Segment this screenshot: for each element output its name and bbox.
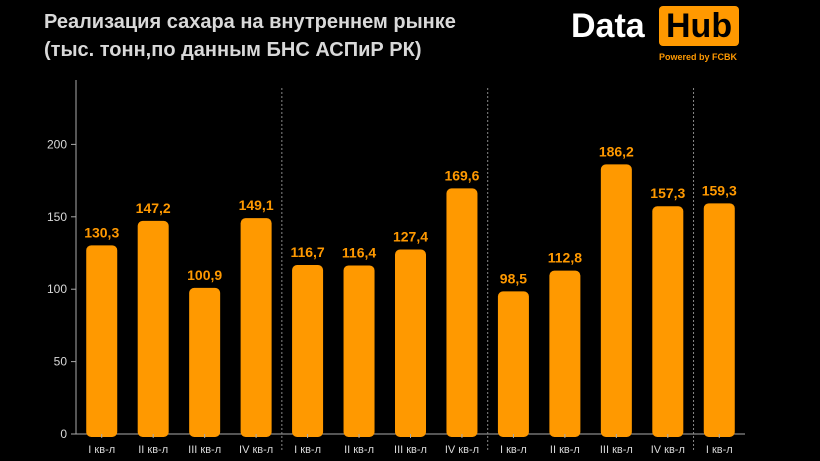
bar	[549, 270, 581, 437]
bar	[343, 265, 375, 437]
bar	[189, 287, 221, 437]
bar	[703, 203, 735, 437]
x-category-label: I кв-л	[88, 444, 115, 456]
bar-value-label: 127,4	[393, 229, 428, 245]
logo-powered-by: Powered by FCBK	[659, 52, 738, 62]
bar-value-label: 149,1	[239, 197, 274, 213]
bar-value-label: 186,2	[599, 143, 634, 159]
bar-value-label: 100,9	[187, 267, 222, 283]
chart-title-block: Реализация сахара на внутреннем рынке (т…	[44, 8, 456, 64]
bar-value-label: 147,2	[136, 200, 171, 216]
bar	[240, 218, 272, 437]
bar-value-label: 130,3	[84, 224, 119, 240]
x-category-label: I кв-л	[706, 444, 733, 456]
x-category-label: IV кв-л	[239, 444, 273, 456]
bar-value-label: 169,6	[444, 167, 479, 183]
bar	[395, 249, 426, 437]
y-tick-label: 150	[47, 210, 67, 224]
x-category-label: II кв-л	[344, 444, 374, 456]
bar	[497, 291, 529, 437]
x-category-label: II кв-л	[550, 444, 580, 456]
bar-value-label: 159,3	[702, 182, 737, 198]
bar-value-label: 116,4	[342, 244, 376, 260]
y-tick-label: 50	[54, 355, 68, 369]
x-category-label: IV кв-л	[651, 444, 685, 456]
y-tick-label: 200	[47, 137, 67, 151]
x-category-label: I кв-л	[294, 444, 321, 456]
x-category-label: III кв-л	[188, 444, 221, 456]
bar	[137, 220, 169, 437]
bar	[446, 188, 478, 437]
datahub-logo: Data Hub Powered by FCBK	[571, 4, 741, 66]
bar	[600, 164, 632, 438]
x-category-label: I кв-л	[500, 444, 527, 456]
x-category-label: II кв-л	[138, 444, 168, 456]
chart-title: Реализация сахара на внутреннем рынке	[44, 11, 456, 33]
y-tick-label: 0	[60, 427, 67, 441]
logo-word-data: Data	[571, 7, 645, 45]
bar-value-label: 112,8	[548, 250, 582, 266]
y-tick-label: 100	[47, 282, 67, 296]
bar-value-label: 98,5	[500, 270, 527, 286]
bar	[652, 206, 684, 437]
bar-value-label: 157,3	[650, 185, 685, 201]
logo-word-hub: Hub	[659, 6, 740, 46]
bar-value-label: 116,7	[290, 244, 324, 260]
chart-subtitle: (тыс. тонн,по данным БНС АСПиР РК)	[44, 39, 422, 61]
x-category-label: III кв-л	[600, 444, 633, 456]
x-category-label: IV кв-л	[445, 444, 479, 456]
bar	[292, 265, 324, 437]
x-category-label: III кв-л	[394, 444, 427, 456]
bar	[86, 245, 118, 437]
